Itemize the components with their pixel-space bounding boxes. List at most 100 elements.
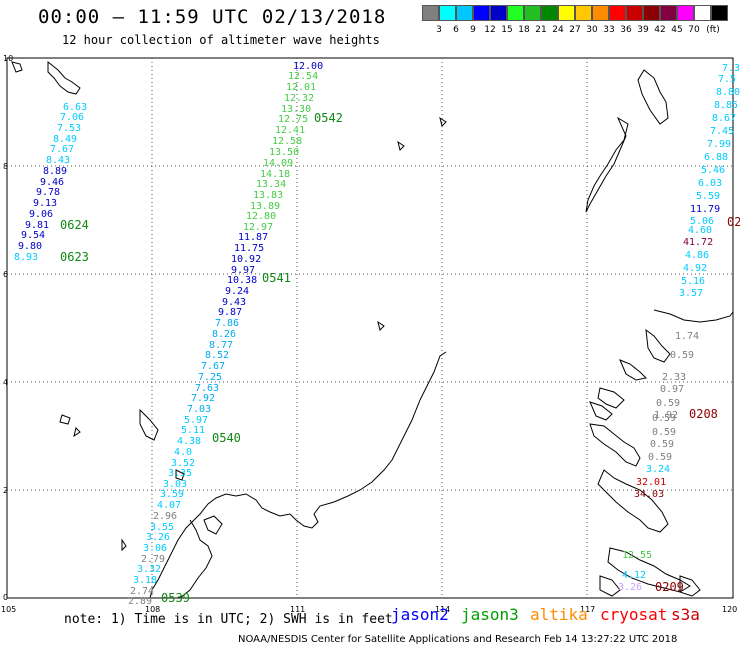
wave-height-label: 5.59 — [696, 191, 720, 202]
lon-label: 108 — [145, 605, 160, 614]
wave-height-label: 9.80 — [18, 241, 42, 252]
wave-height-label: 3.26 — [146, 532, 170, 543]
wave-height-label: 11.75 — [234, 243, 264, 254]
legend-swatch — [439, 5, 456, 21]
track-label-0209: 0209 — [655, 580, 684, 594]
wave-height-label: 9.87 — [218, 307, 242, 318]
wave-height-label: 32.01 — [636, 477, 666, 488]
wave-height-label: 4.38 — [177, 436, 201, 447]
wave-height-label: 13.30 — [281, 104, 311, 115]
legend-swatch — [490, 5, 507, 21]
wave-height-label: 4.86 — [685, 250, 709, 261]
wave-height-label: 7.25 — [198, 372, 222, 383]
wave-height-label: 41.72 — [683, 237, 713, 248]
wave-height-label: 4.12 — [622, 570, 646, 581]
legend-swatch — [473, 5, 490, 21]
legend-altika: altika — [530, 605, 588, 624]
wave-height-label: 2.79 — [141, 554, 165, 565]
wave-height-label: 2.89 — [128, 596, 152, 607]
coastline — [11, 60, 734, 599]
wave-height-label: 13.89 — [250, 201, 280, 212]
wave-height-label: 3.57 — [679, 288, 703, 299]
wave-height-label: 9.81 — [25, 220, 49, 231]
track-label-0624: 0624 — [60, 218, 89, 232]
track-label-0208: 0208 — [689, 407, 718, 421]
wave-height-label: 14.18 — [260, 169, 290, 180]
wave-height-label: 13.50 — [269, 147, 299, 158]
wave-height-label: 12.32 — [284, 93, 314, 104]
wave-height-label: 6.03 — [698, 178, 722, 189]
track-label-0541: 0541 — [262, 271, 291, 285]
legend-label: 3 — [436, 25, 442, 35]
lon-label: 114 — [435, 605, 450, 614]
legend-label: 27 — [569, 25, 581, 35]
legend-label: 30 — [586, 25, 598, 35]
wave-track-s3a: 1.74 0.59 2.33 0.97 0.59 1.92 0.59 0.59 … — [618, 331, 699, 593]
legend-swatch — [592, 5, 609, 21]
wave-height-label: 0.59 — [656, 398, 680, 409]
wave-height-label: 12.54 — [288, 71, 318, 82]
lat-label: 6 — [3, 270, 8, 279]
wave-height-label: 7.86 — [215, 318, 239, 329]
wave-height-label: 5.06 — [690, 216, 714, 227]
map-subtitle: 12 hour collection of altimeter wave hei… — [62, 33, 380, 47]
wave-height-label: 7.53 — [57, 123, 81, 134]
wave-height-label: 6.88 — [704, 152, 728, 163]
legend-jason3: jason3 — [461, 605, 519, 624]
wave-height-label: 12.00 — [293, 61, 323, 72]
wave-height-label: 7.06 — [60, 112, 84, 123]
wave-height-label: 9.78 — [36, 187, 60, 198]
legend-cryosat: cryosat — [600, 605, 668, 624]
legend-jason2: jason2 — [391, 605, 449, 624]
wave-height-label: 5.11 — [181, 425, 205, 436]
wave-height-label: 9.24 — [225, 286, 249, 297]
legend-label: 12 — [484, 25, 496, 35]
wave-height-label: 7.45 — [710, 126, 734, 137]
legend-swatch — [609, 5, 626, 21]
wave-height-label: 8.67 — [712, 113, 736, 124]
legend-swatch — [507, 5, 524, 21]
wave-height-label: 1.74 — [675, 331, 699, 342]
wave-height-label: 8.89 — [43, 166, 67, 177]
wave-height-label: 3.55 — [150, 522, 174, 533]
wave-height-label: 7.3 — [722, 63, 740, 74]
lon-label: 117 — [580, 605, 595, 614]
map-frame — [6, 57, 734, 599]
wave-height-label: 7.63 — [195, 383, 219, 394]
wave-height-label: 9.46 — [40, 177, 64, 188]
wave-height-label: 12.80 — [246, 211, 276, 222]
wave-height-label: 4.0 — [174, 447, 192, 458]
legend-label: 6 — [453, 25, 459, 35]
wave-height-label: 5.16 — [681, 276, 705, 287]
wave-height-label: 7.5 — [718, 74, 736, 85]
wave-height-label: 8.85 — [714, 100, 738, 111]
legend-label: 42 — [654, 25, 666, 35]
wave-height-label: 3.03 — [163, 479, 187, 490]
track-label-0540: 0540 — [212, 431, 241, 445]
wave-height-label: 4.92 — [683, 263, 707, 274]
wave-height-label: 2.33 — [662, 372, 686, 383]
legend-label: 39 — [637, 25, 649, 35]
legend-swatch — [422, 5, 439, 21]
lon-label: 105 — [1, 605, 16, 614]
wave-height-label: 3.18 — [133, 575, 157, 586]
legend-label: 18 — [518, 25, 530, 35]
legend-label: 9 — [470, 25, 476, 35]
wave-height-label: 5.97 — [184, 415, 208, 426]
legend-swatch — [541, 5, 558, 21]
wave-height-label: 3.06 — [143, 543, 167, 554]
lat-label: 10 — [3, 54, 13, 63]
wave-height-label: 14.09 — [263, 158, 293, 169]
lat-label: 2 — [3, 486, 8, 495]
legend-label: (ft) — [706, 25, 720, 35]
wave-height-label: 0.59 — [652, 427, 676, 438]
lon-label: 111 — [290, 605, 305, 614]
wave-height-label: 7.67 — [50, 144, 74, 155]
graticule — [7, 58, 733, 598]
wave-height-label: 12.01 — [286, 82, 316, 93]
wave-height-label: 13.83 — [253, 190, 283, 201]
legend-swatch — [524, 5, 541, 21]
wave-height-label: 9.97 — [231, 265, 255, 276]
wave-height-label: 11.87 — [238, 232, 268, 243]
lon-label: 120 — [722, 605, 737, 614]
